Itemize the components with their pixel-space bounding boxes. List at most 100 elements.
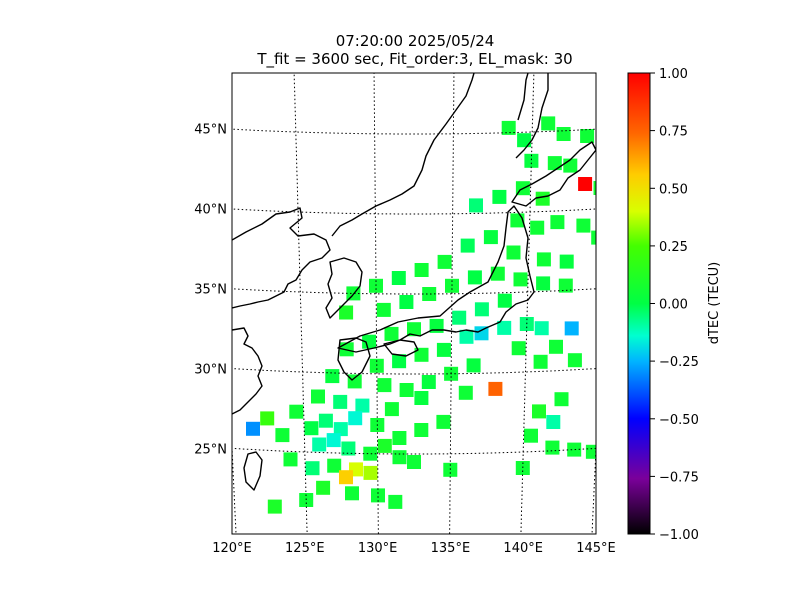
dtec-pixel — [376, 302, 391, 317]
dtec-pixel — [318, 413, 333, 428]
dtec-pixel — [399, 295, 414, 309]
lat-tick-label: 40°N — [194, 202, 227, 217]
colorbar-tick-label: −0.25 — [659, 355, 699, 370]
meridian-line — [449, 73, 455, 534]
dtec-pixel — [524, 428, 538, 443]
lat-tick-label: 35°N — [194, 282, 227, 297]
dtec-pixel — [384, 326, 399, 341]
dtec-pixel — [377, 438, 392, 453]
lon-tick-label: 135°E — [431, 541, 471, 556]
coastline-shikoku — [383, 339, 419, 357]
dtec-pixel — [497, 293, 512, 308]
dtec-pixel — [422, 287, 437, 301]
dtec-pixel — [341, 441, 356, 456]
coastline-sakhalin — [515, 73, 549, 159]
parallel-line — [232, 368, 596, 375]
lon-tick-label: 120°E — [212, 541, 252, 556]
parallel-line — [232, 208, 596, 215]
lon-tick-label: 140°E — [503, 541, 543, 556]
colorbar-tick-label: −1.00 — [659, 528, 699, 543]
dtec-pixel — [407, 455, 421, 469]
dtec-pixel — [474, 302, 489, 317]
dtec-pixel — [311, 389, 325, 404]
dtec-pixel — [437, 254, 452, 269]
lat-tick-label: 25°N — [194, 442, 227, 457]
dtec-pixel — [339, 305, 354, 320]
dtec-pixel — [554, 392, 569, 407]
dtec-pixel — [458, 385, 473, 400]
dtec-pixel — [563, 158, 578, 173]
colorbar-label: dTEC (TECU) — [707, 262, 722, 345]
dtec-pixels — [246, 116, 596, 514]
coastline-honshu — [337, 205, 535, 353]
lon-tick-label: 130°E — [358, 541, 398, 556]
dtec-pixel — [388, 494, 403, 509]
dtec-pixel — [536, 252, 551, 267]
dtec-pixel — [488, 381, 503, 396]
dtec-pixel — [246, 421, 260, 436]
lat-tick-label: 45°N — [194, 122, 227, 137]
dtec-pixel — [466, 358, 481, 373]
dtec-pixel — [325, 369, 340, 384]
coastline-taiwan — [243, 451, 263, 491]
dtec-pixel — [546, 415, 561, 429]
coastline-korea — [325, 257, 363, 319]
map-frame — [231, 72, 597, 535]
lat-tick-labels: 25°N 30°N 35°N 40°N 45°N — [194, 122, 227, 457]
dtec-pixel — [283, 452, 298, 467]
dtec-pixel — [355, 398, 370, 413]
colorbar-ticks: −1.00 −0.75 −0.50 −0.25 0.00 0.25 0.50 0.75 1.00 — [650, 67, 699, 543]
dtec-pixel — [549, 339, 563, 354]
colorbar-tick-label: −0.75 — [659, 470, 699, 485]
lon-tick-labels: 120°E 125°E 130°E 135°E 140°E 145°E — [212, 541, 616, 556]
dtec-pixel — [414, 263, 429, 277]
dtec-pixel — [327, 458, 342, 473]
dtec-pixel — [305, 461, 320, 476]
coastlines — [232, 73, 596, 491]
coastline-kyushu — [337, 337, 371, 381]
colorbar-tick-label: −0.50 — [659, 413, 699, 428]
dtec-pixel — [414, 347, 429, 362]
dtec-pixel — [558, 278, 573, 293]
dtec-pixel — [371, 488, 385, 503]
dtec-pixel — [469, 198, 483, 213]
parallel-line — [232, 288, 596, 295]
dtec-pixel — [304, 421, 319, 436]
dtec-pixel — [533, 354, 548, 369]
dtec-pixel — [559, 254, 574, 269]
lon-tick-label: 145°E — [576, 541, 616, 556]
dtec-pixel — [564, 321, 579, 336]
dtec-pixel — [275, 428, 290, 443]
colorbar-tick-label: 0.50 — [659, 182, 688, 197]
colorbar-tick-label: 1.00 — [659, 67, 688, 82]
dtec-pixel — [392, 354, 407, 369]
dtec-pixel — [591, 230, 596, 245]
dtec-pixel — [524, 153, 539, 168]
dtec-pixel — [312, 437, 327, 452]
dtec-pixel — [333, 394, 348, 409]
dtec-pixel — [414, 423, 429, 437]
lat-tick-label: 30°N — [194, 362, 227, 377]
dtec-pixel — [392, 450, 407, 465]
dtec-pixel — [545, 440, 560, 455]
dtec-pixel — [392, 431, 407, 445]
colorbar-tick-label: 0.75 — [659, 125, 688, 140]
dtec-pixel — [377, 378, 392, 393]
dtec-pixel — [414, 391, 429, 405]
dtec-pixel — [407, 322, 421, 337]
coastline-eurasia — [232, 73, 475, 415]
dtec-pixel — [511, 341, 526, 356]
meridian-line — [293, 73, 308, 534]
dtec-pixel — [363, 465, 378, 480]
dtec-pixel — [289, 404, 304, 419]
dtec-pixel — [362, 334, 377, 349]
dtec-pixel — [452, 310, 467, 325]
chart-title: 07:20:00 2025/05/24 — [335, 32, 495, 50]
dtec-pixel — [492, 189, 507, 204]
dtec-pixel — [497, 320, 512, 335]
dtec-pixel — [267, 499, 282, 514]
dtec-pixel — [483, 230, 498, 245]
dtec-pixel — [550, 215, 565, 230]
dtec-pixel — [567, 442, 582, 457]
